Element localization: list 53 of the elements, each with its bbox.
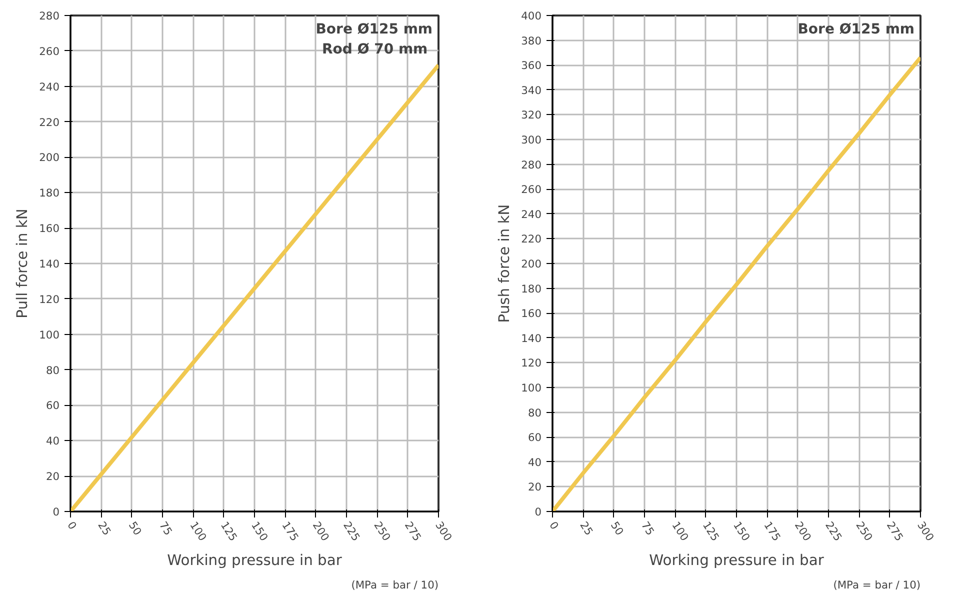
- x-tick-label: 25: [577, 519, 596, 538]
- y-tick-label: 340: [521, 84, 542, 97]
- y-tick-label: 240: [521, 208, 542, 221]
- y-tick-label: 320: [521, 108, 542, 122]
- y-tick-label: 100: [521, 382, 542, 394]
- y-tick-label: 180: [39, 186, 60, 200]
- y-tick-label: 160: [521, 307, 542, 320]
- y-tick-label: 400: [521, 10, 542, 22]
- x-tick-label: 50: [608, 519, 626, 538]
- y-tick-label: 140: [521, 332, 542, 345]
- x-axis-title: Working pressure in bar: [649, 552, 825, 569]
- y-tick-label: 180: [521, 282, 542, 296]
- y-tick-label: 60: [528, 431, 542, 444]
- x-tick-label: 75: [156, 519, 175, 538]
- y-tick-label: 300: [521, 134, 542, 146]
- y-tick-label: 40: [528, 456, 542, 469]
- y-tick-label: 20: [46, 470, 60, 484]
- y-tick-label: 0: [534, 506, 542, 518]
- y-tick-label: 240: [39, 80, 60, 94]
- y-tick-label: 280: [39, 10, 60, 22]
- x-tick-label: 75: [638, 519, 657, 538]
- y-tick-label: 120: [39, 292, 60, 306]
- y-axis-title: Push force in kN: [496, 204, 514, 323]
- y-tick-label: 220: [39, 116, 60, 129]
- y-tick-label: 60: [46, 399, 60, 412]
- y-tick-label: 360: [521, 59, 542, 72]
- annotation: Bore Ø125 mm: [316, 22, 433, 38]
- y-tick-label: 100: [39, 328, 60, 342]
- y-tick-label: 280: [521, 158, 542, 172]
- y-tick-label: 260: [521, 183, 542, 196]
- annotation: Bore Ø125 mm: [798, 22, 915, 38]
- text: (MPa = bar / 10): [351, 578, 439, 592]
- y-tick-label: 0: [52, 506, 60, 518]
- y-tick-label: 380: [521, 34, 542, 48]
- x-tick-label: 50: [126, 519, 144, 538]
- y-tick-label: 80: [46, 364, 60, 377]
- x-tick-label: 0: [64, 519, 80, 532]
- y-tick-label: 220: [521, 232, 542, 246]
- y-tick-label: 40: [46, 434, 60, 448]
- y-tick-label: 140: [39, 258, 60, 270]
- text: (MPa = bar / 10): [833, 578, 921, 592]
- y-tick-label: 80: [528, 406, 542, 420]
- y-tick-label: 20: [528, 480, 542, 494]
- y-tick-label: 120: [521, 356, 542, 370]
- x-tick-label: 0: [546, 519, 562, 532]
- y-tick-label: 200: [521, 258, 542, 270]
- annotation: Rod Ø 70 mm: [322, 42, 428, 58]
- y-tick-label: 200: [39, 151, 60, 164]
- y-tick-label: 160: [39, 222, 60, 236]
- x-axis-title: Working pressure in bar: [167, 552, 343, 569]
- y-axis-title: Pull force in kN: [14, 208, 32, 318]
- y-tick-label: 260: [39, 44, 60, 58]
- x-tick-label: 25: [95, 519, 114, 538]
